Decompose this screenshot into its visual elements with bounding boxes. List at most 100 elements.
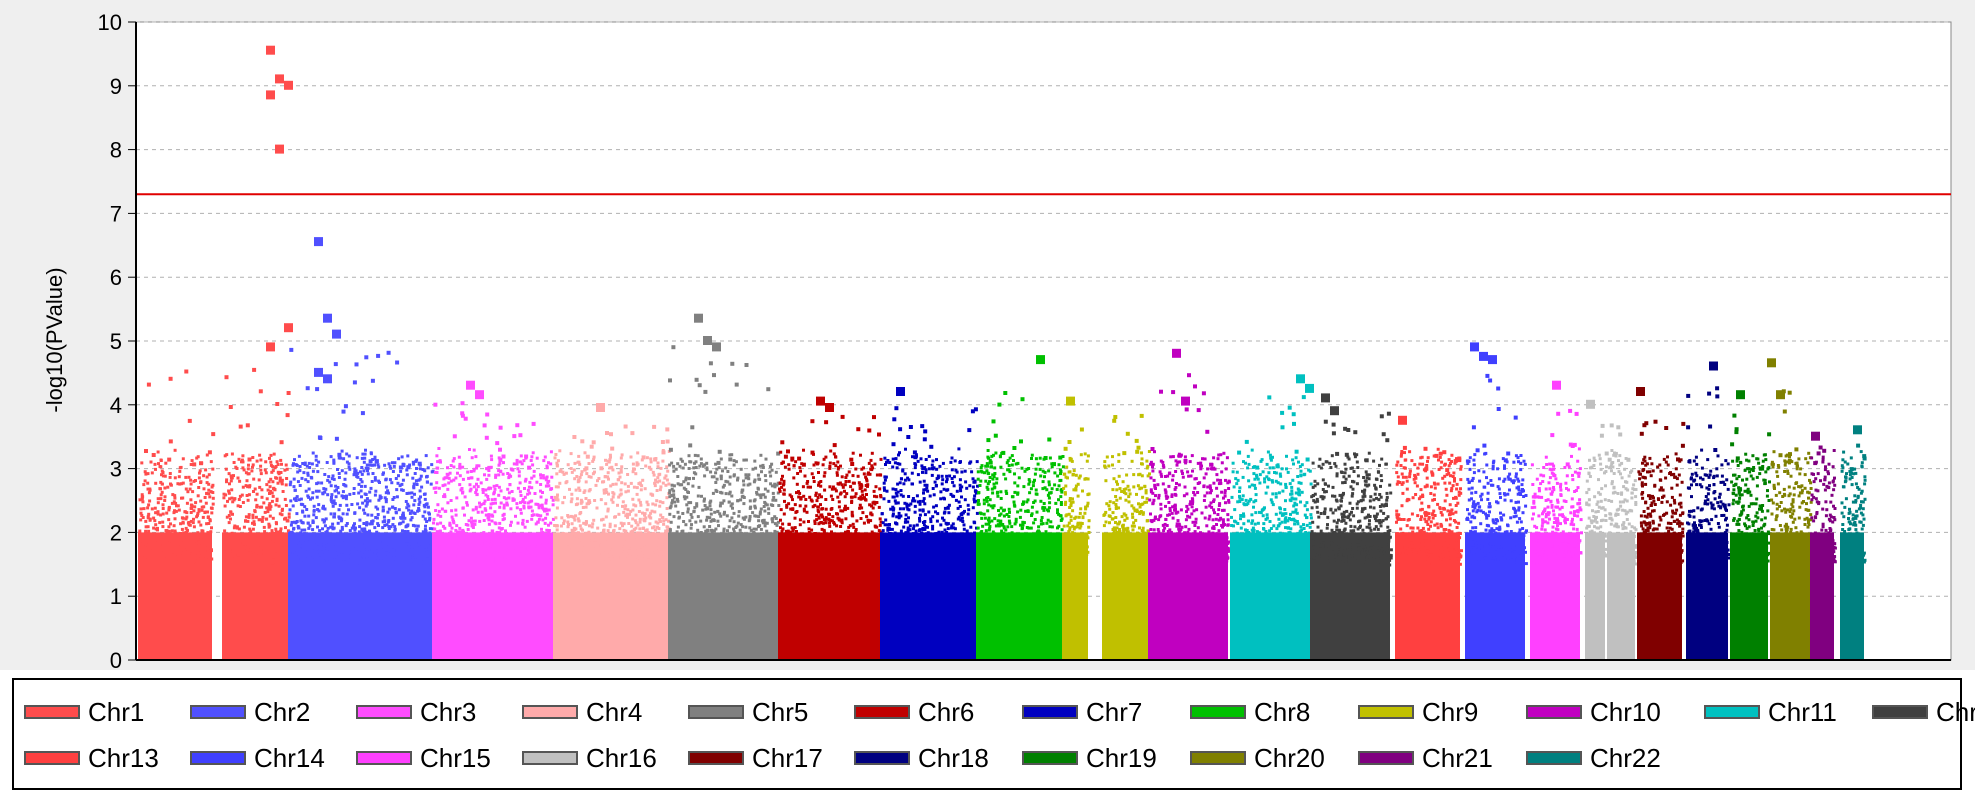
top-hit-point xyxy=(266,45,275,55)
point xyxy=(703,561,707,565)
point xyxy=(585,546,589,550)
point xyxy=(354,526,357,530)
point xyxy=(956,506,960,510)
point xyxy=(930,553,934,557)
point xyxy=(769,474,773,478)
point xyxy=(810,419,815,424)
point xyxy=(651,502,655,506)
point xyxy=(469,546,473,550)
point xyxy=(678,515,681,519)
point xyxy=(930,550,934,554)
point xyxy=(178,469,182,473)
point xyxy=(891,495,895,499)
point xyxy=(478,549,482,553)
point xyxy=(241,540,245,544)
point xyxy=(350,546,353,549)
point xyxy=(804,498,808,501)
point xyxy=(660,516,664,520)
point xyxy=(471,540,475,544)
point xyxy=(325,542,329,545)
point xyxy=(954,534,958,538)
point xyxy=(907,503,911,507)
point xyxy=(204,510,208,514)
point xyxy=(670,539,673,543)
point xyxy=(638,548,642,552)
point xyxy=(484,435,489,440)
point xyxy=(546,549,550,552)
point xyxy=(449,530,453,534)
point xyxy=(298,541,302,545)
point xyxy=(773,522,777,526)
point xyxy=(518,554,522,558)
point xyxy=(727,545,731,548)
point xyxy=(446,534,450,538)
point xyxy=(553,524,557,527)
point xyxy=(781,474,784,478)
point xyxy=(199,499,203,503)
point xyxy=(754,527,758,531)
point xyxy=(773,515,777,519)
point xyxy=(165,511,169,515)
point xyxy=(857,533,861,537)
point xyxy=(862,537,866,541)
point xyxy=(727,558,731,562)
point xyxy=(504,497,508,501)
point xyxy=(559,558,563,562)
point xyxy=(727,551,731,555)
point xyxy=(280,481,284,485)
point xyxy=(456,554,460,558)
point xyxy=(311,519,315,523)
point xyxy=(150,557,154,561)
point xyxy=(439,532,443,536)
point xyxy=(435,553,439,557)
point xyxy=(178,482,182,486)
point xyxy=(651,532,655,535)
point xyxy=(955,470,959,474)
point xyxy=(466,534,469,538)
point xyxy=(975,460,979,464)
point xyxy=(190,506,194,510)
point xyxy=(417,503,421,507)
point xyxy=(759,552,763,556)
point xyxy=(580,544,584,548)
point xyxy=(434,551,438,555)
point xyxy=(845,492,849,496)
point xyxy=(964,549,968,553)
point xyxy=(587,561,591,564)
point xyxy=(198,548,202,551)
point xyxy=(866,472,870,476)
point xyxy=(539,473,542,477)
point xyxy=(837,505,841,509)
point xyxy=(732,459,736,463)
point xyxy=(336,486,340,489)
point xyxy=(299,559,303,563)
point xyxy=(530,517,534,521)
point xyxy=(377,553,381,557)
point xyxy=(281,490,285,493)
point xyxy=(898,462,902,466)
point xyxy=(648,540,652,544)
point xyxy=(502,517,506,521)
point xyxy=(367,547,371,551)
point xyxy=(420,561,424,565)
point xyxy=(608,525,612,529)
point xyxy=(413,492,416,496)
point xyxy=(353,511,357,515)
point xyxy=(728,519,732,523)
point xyxy=(857,546,861,550)
point xyxy=(298,465,302,468)
point xyxy=(271,480,275,484)
point xyxy=(682,520,686,523)
point xyxy=(239,536,243,540)
point xyxy=(147,562,150,566)
point xyxy=(628,560,632,563)
point xyxy=(843,489,846,493)
point xyxy=(412,559,416,563)
point xyxy=(329,484,333,488)
point xyxy=(333,362,338,367)
point xyxy=(461,506,465,510)
point xyxy=(374,549,378,553)
point xyxy=(730,361,735,366)
point xyxy=(816,547,820,550)
point xyxy=(825,548,829,552)
